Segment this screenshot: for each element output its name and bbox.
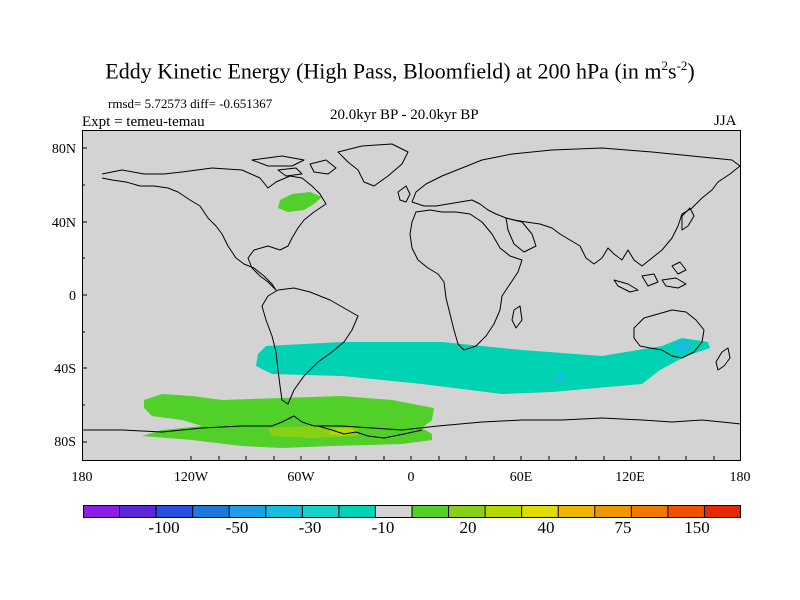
coastlines [82, 143, 741, 439]
x-tick-60e: 60E [509, 470, 533, 485]
north-america-anomaly [278, 192, 322, 212]
south-america-coast [261, 287, 359, 405]
x-tick-180w: 180 [71, 470, 93, 485]
map-title: Eddy Kinetic Energy (High Pass, Bloomfie… [105, 58, 695, 84]
colorbar-label-75: 75 [614, 518, 632, 537]
colorbar-label-neg100: -100 [148, 518, 180, 537]
colorbar-cell [119, 505, 157, 518]
colorbar-cell [558, 505, 596, 518]
colorbar-cell [448, 505, 486, 518]
y-tick-80s: 80S [54, 435, 76, 450]
africa-coast [409, 209, 523, 351]
colorbar-cell [704, 505, 741, 518]
colorbar-cell [521, 505, 559, 518]
colorbar-label-150: 150 [684, 518, 710, 537]
colorbar-label-neg10: -10 [371, 518, 395, 537]
colorbar-cell [485, 505, 523, 518]
colorbar-cell [375, 505, 413, 518]
y-tick-40s: 40S [54, 362, 76, 377]
weddell-sea-anomaly [330, 428, 358, 436]
x-tick-180e: 180 [729, 470, 751, 485]
colorbar-label-20: 20 [459, 518, 477, 537]
colorbar-cell [594, 505, 632, 518]
x-tick-120w: 120W [173, 470, 209, 485]
colorbar-cell [83, 505, 121, 518]
madagascar [511, 305, 523, 329]
anomaly-fields [142, 192, 710, 448]
x-tick-120e: 120E [615, 470, 645, 485]
world-map [82, 130, 741, 461]
colorbar-label-40: 40 [537, 518, 555, 537]
colorbar-label-neg30: -30 [298, 518, 322, 537]
antarctica-coast [82, 415, 741, 433]
greenland-coast [337, 143, 409, 187]
canadian-arctic-islands [251, 155, 337, 177]
y-tick-40n: 40N [51, 216, 76, 231]
colorbar-cell [229, 505, 267, 518]
colorbar-cell [338, 505, 376, 518]
australia-anomaly-patch [672, 340, 692, 354]
colorbar-cell [265, 505, 303, 518]
weddell-ross-coast [317, 425, 423, 439]
japan [681, 207, 695, 231]
arabia [505, 217, 537, 253]
colorbar-cell [631, 505, 669, 518]
experiment-label: Expt = temeu-temau [82, 114, 205, 130]
y-tick-0: 0 [69, 289, 76, 304]
colorbar-cell [412, 505, 450, 518]
southern-ocean-strong-patch [552, 374, 568, 381]
x-tick-60w: 60W [287, 470, 315, 485]
colorbar-cell [192, 505, 230, 518]
colorbar-cell [667, 505, 705, 518]
colorbar [83, 505, 741, 518]
indonesia-islands [613, 261, 687, 293]
southern-ocean-anomaly-band [256, 338, 710, 394]
new-zealand [715, 347, 731, 371]
british-isles [397, 185, 411, 203]
australia-coast [633, 309, 705, 359]
stats-text: rmsd= 5.72573 diff= -0.651367 [108, 96, 273, 111]
x-tick-0: 0 [407, 470, 415, 485]
period-label: 20.0kyr BP - 20.0kyr BP [330, 107, 479, 123]
axis-ticks [82, 147, 715, 461]
south-pacific-anomaly [142, 394, 434, 448]
colorbar-cell [302, 505, 340, 518]
north-america-coast [101, 167, 327, 291]
colorbar-cell [156, 505, 194, 518]
colorbar-label-neg50: -50 [225, 518, 249, 537]
y-tick-80n: 80N [51, 142, 76, 157]
europe-asia-coast [411, 147, 741, 267]
season-label: JJA [714, 113, 737, 129]
